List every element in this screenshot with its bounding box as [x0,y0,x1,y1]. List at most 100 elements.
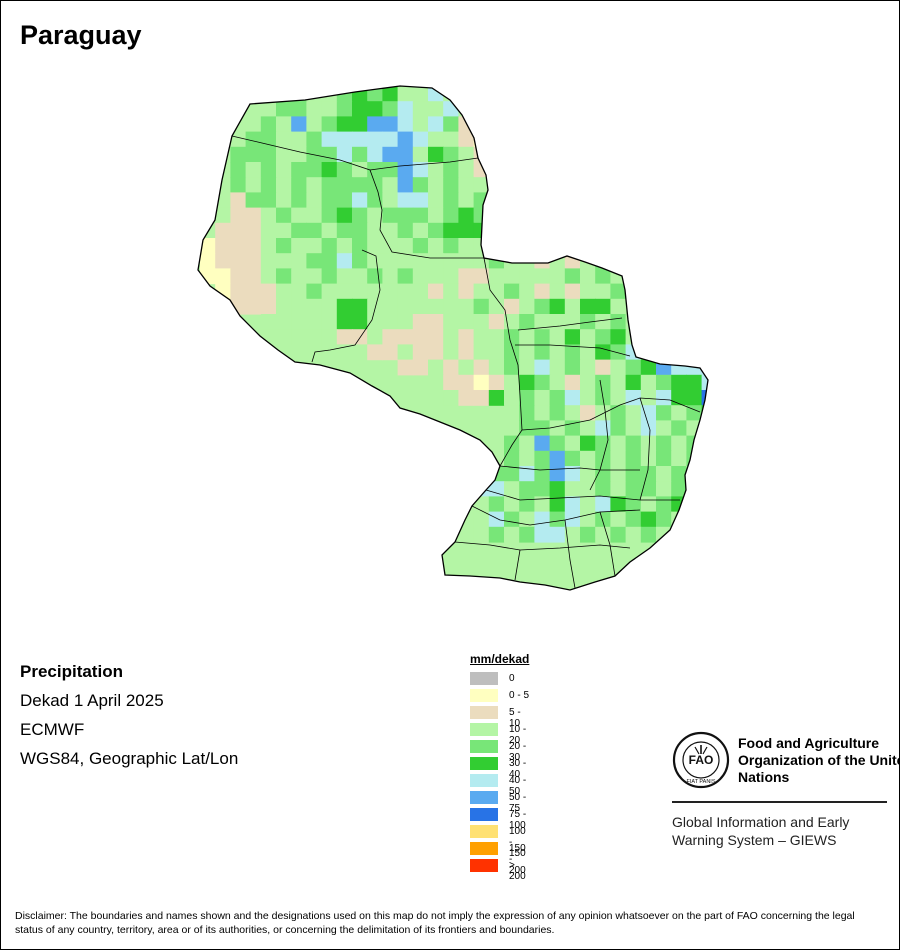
precip-cell [732,466,748,482]
department-boundary [589,379,609,491]
precip-cell [473,283,490,300]
precip-cell [412,162,429,178]
precip-cell [625,496,642,513]
precip-cell [276,207,292,224]
precip-cell [625,481,642,497]
precipitation-map [197,85,794,591]
precip-cell [732,360,748,376]
precip-cell [717,436,733,452]
precip-cell [382,131,399,148]
precip-cell [519,511,535,528]
precip-cell [762,405,778,421]
precip-cell [230,192,247,209]
precip-cell [428,192,444,209]
precip-cell [625,526,642,543]
precip-cell [580,496,596,513]
precip-cell [260,131,277,148]
precip-cell [656,466,672,482]
precip-cell [595,329,611,345]
precip-cell [367,344,383,361]
precip-cell [488,116,505,133]
precip-cell [428,101,444,117]
precip-cell [321,283,338,300]
precip-cell [504,283,520,300]
precip-cell [382,146,399,163]
precip-cell [412,238,429,254]
precip-cell [549,329,566,345]
legend-label: 20 - 30 [509,741,527,763]
precip-cell [428,162,444,178]
precip-cell [276,146,292,163]
precip-cell [610,238,627,254]
precip-cell [732,481,748,497]
precip-cell [732,436,748,452]
precip-cell [382,283,399,300]
precip-cell [747,466,763,482]
precip-cell [580,374,596,391]
precip-cell [640,374,657,391]
precip-cell [291,207,307,224]
precip-cell [488,283,505,300]
precip-cell [321,86,338,102]
precip-cell [428,329,444,345]
precip-cell [732,344,748,360]
legend-item: 100 - 150 [470,823,529,859]
precip-cell [564,511,581,528]
precip-cell [443,268,459,285]
precip-cell [412,116,429,133]
precip-cell [260,116,277,133]
precip-cell [671,374,687,391]
precip-cell [534,238,551,254]
precip-cell [778,420,794,436]
precip-cell [291,314,307,330]
precip-cell [352,177,368,193]
precip-cell [367,131,383,148]
precip-cell [778,360,794,376]
precip-cell [473,511,490,528]
precip-cell [580,511,596,528]
precip-cell [428,146,444,163]
precip-cell [656,344,672,361]
legend-item: 75 - 100 [470,806,529,831]
precip-cell [762,420,778,436]
precip-cell [230,177,247,193]
precip-cell [412,177,429,193]
precip-cell [412,131,429,148]
precip-cell [717,405,733,421]
precip-cell [397,146,414,163]
precip-cell [336,177,353,193]
precip-cell [245,222,262,239]
precip-cell [412,192,429,209]
precip-cell [656,298,672,315]
precip-cell [549,238,566,254]
precip-cell [595,420,611,437]
precip-cell [534,405,551,421]
precip-cell [230,268,247,285]
precip-cell [717,496,733,512]
precip-cell [336,162,353,178]
precip-cell [306,222,323,239]
precip-cell [306,116,323,133]
precip-cell [336,268,353,285]
precip-cell [473,390,490,406]
precip-cell [458,162,475,178]
precip-cell [564,329,581,345]
precip-cell [640,435,657,452]
precip-cell [306,268,323,285]
precip-cell [336,222,353,239]
precip-cell [397,131,414,148]
department-boundary [521,397,701,431]
precip-cell [504,298,520,315]
precip-cell [352,162,368,178]
precip-cell [215,207,231,224]
precip-cell [230,146,247,163]
precip-cell [245,298,262,315]
precip-cell [686,511,703,528]
precip-cell [519,405,535,421]
legend-label: 75 - 100 [509,809,527,831]
precip-cell [321,116,338,133]
precip-cell [671,450,687,467]
department-boundary [231,135,484,259]
precip-cell [519,359,535,376]
organization-name: Food and Agriculture Organization of the… [738,735,900,785]
